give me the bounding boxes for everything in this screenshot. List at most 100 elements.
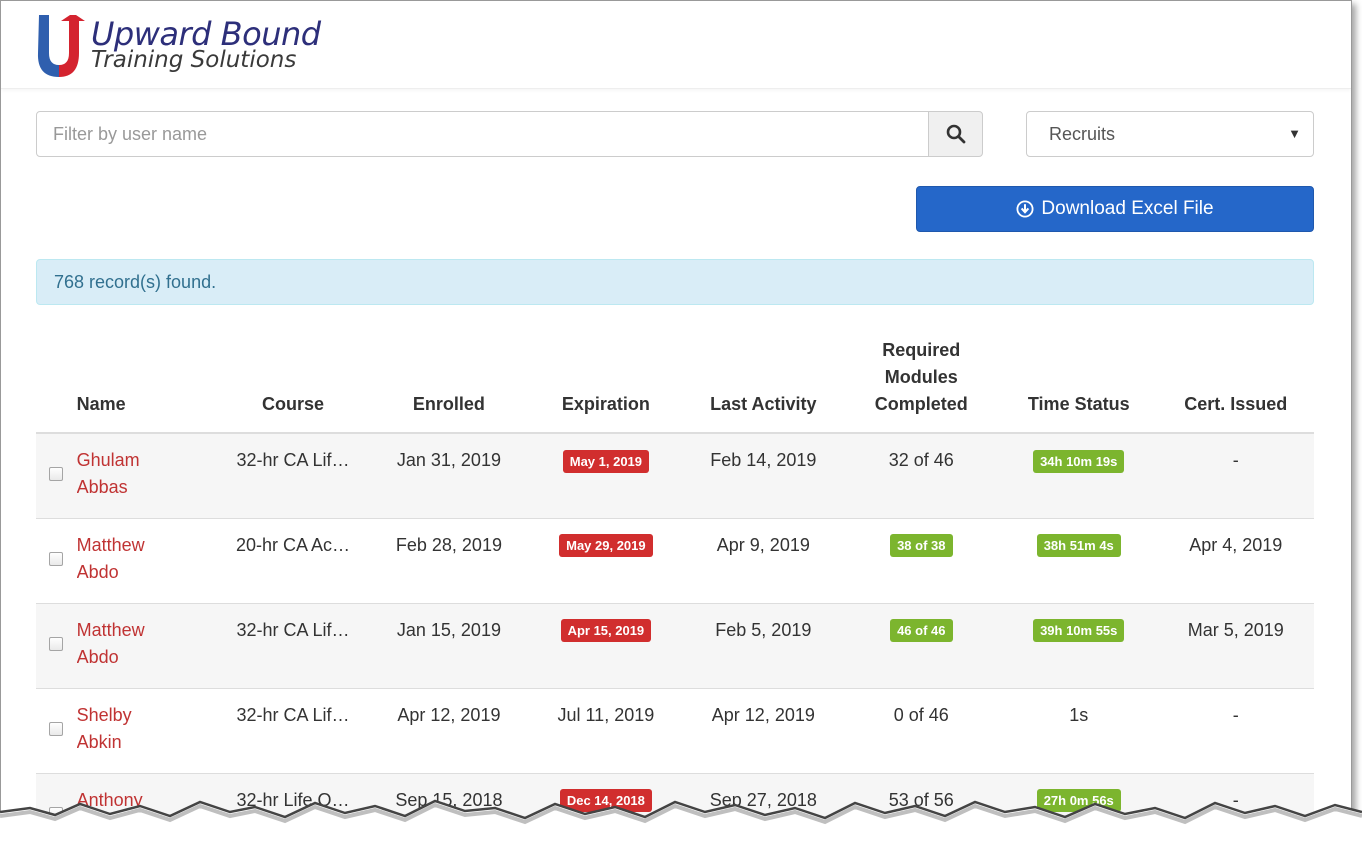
user-name-filter-input[interactable] bbox=[36, 111, 929, 157]
required-header-line2: Modules bbox=[884, 367, 958, 387]
cert-issued-cell: Apr 4, 2019 bbox=[1157, 517, 1314, 603]
table-row: Matthew Abdo 20-hr CA Ac… Feb 28, 2019 Ma… bbox=[36, 517, 1314, 603]
expiration-cell: Apr 15, 2019 bbox=[527, 602, 685, 688]
time-status-cell: 39h 10m 55s bbox=[1000, 602, 1158, 688]
required-header-line3: Completed bbox=[874, 394, 968, 414]
last-activity-cell: Feb 5, 2019 bbox=[684, 602, 843, 688]
last-activity-cell: Apr 12, 2019 bbox=[684, 687, 843, 773]
column-header-cert-issued[interactable]: Cert. Issued bbox=[1157, 337, 1314, 434]
brand-logo[interactable]: Upward Bound Training Solutions bbox=[35, 13, 325, 79]
expiration-badge: Dec 14, 2018 bbox=[559, 789, 652, 813]
modules-cell: 46 of 46 bbox=[842, 602, 1001, 688]
name-cell: Ghulam Abbas bbox=[76, 432, 216, 518]
cert-issued-cell: Mar 5, 2019 bbox=[1157, 602, 1314, 688]
column-header-time-status[interactable]: Time Status bbox=[1000, 337, 1158, 434]
row-checkbox[interactable] bbox=[49, 721, 64, 736]
modules-badge: 38 of 38 bbox=[890, 534, 953, 558]
user-name-link[interactable]: Matthew Abdo bbox=[77, 617, 187, 671]
enrolled-cell: Apr 12, 2019 bbox=[370, 687, 528, 773]
course-cell: 32-hr CA Lif… bbox=[215, 602, 371, 688]
column-header-enrolled[interactable]: Enrolled bbox=[370, 337, 528, 434]
first-name: Anthony bbox=[76, 789, 143, 810]
brand-tagline: Training Solutions bbox=[91, 47, 297, 73]
user-name-link[interactable]: Anthony bbox=[77, 787, 187, 814]
name-cell: Matthew Abdo bbox=[76, 517, 216, 603]
site-header: Upward Bound Training Solutions bbox=[1, 1, 1351, 89]
row-checkbox[interactable] bbox=[49, 467, 64, 481]
last-name: Abkin bbox=[76, 731, 122, 752]
filter-bar: Recruits ▼ bbox=[36, 111, 1314, 157]
table-row: Ghulam Abbas 32-hr CA Lif… Jan 31, 2019 M… bbox=[36, 432, 1314, 518]
expiration-cell: May 29, 2019 bbox=[527, 517, 685, 603]
chevron-down-icon: ▼ bbox=[1288, 126, 1301, 141]
time-status-badge: 39h 10m 55s bbox=[1033, 619, 1125, 643]
column-header-name[interactable]: Name bbox=[76, 337, 216, 434]
enrolled-cell: Jan 31, 2019 bbox=[370, 432, 528, 518]
name-cell: Shelby Abkin bbox=[76, 687, 216, 773]
column-header-required-modules[interactable]: Required Modules Completed bbox=[842, 337, 1001, 434]
expiration-cell: Jul 11, 2019 bbox=[527, 687, 685, 773]
time-status-cell: 1s bbox=[1000, 687, 1158, 773]
table-header-row: Name Course Enrolled Expiration Last Act… bbox=[36, 337, 1314, 434]
first-name: Matthew bbox=[76, 619, 145, 640]
course-cell: 20-hr CA Ac… bbox=[215, 517, 371, 603]
user-name-link[interactable]: Shelby Abkin bbox=[77, 702, 187, 756]
row-select-cell bbox=[36, 432, 77, 518]
name-cell: Matthew Abdo bbox=[76, 602, 216, 688]
cert-issued-cell: - bbox=[1157, 432, 1314, 518]
select-column-header bbox=[36, 337, 77, 434]
search-button[interactable] bbox=[928, 111, 983, 157]
row-select-cell bbox=[36, 687, 77, 773]
row-checkbox[interactable] bbox=[49, 636, 64, 651]
time-status-badge: 38h 51m 4s bbox=[1036, 534, 1121, 558]
download-excel-button[interactable]: Download Excel File bbox=[916, 186, 1314, 232]
time-status-badge: 34h 10m 19s bbox=[1033, 449, 1125, 473]
modules-cell: 38 of 38 bbox=[842, 517, 1001, 603]
last-activity-cell: Apr 9, 2019 bbox=[684, 517, 843, 603]
records-found-alert: 768 record(s) found. bbox=[36, 259, 1314, 305]
column-header-course[interactable]: Course bbox=[215, 337, 371, 434]
user-name-link[interactable]: Matthew Abdo bbox=[77, 532, 187, 586]
time-status-cell: 34h 10m 19s bbox=[1000, 432, 1158, 518]
course-cell: 32-hr CA Lif… bbox=[215, 432, 371, 518]
expiration-badge: May 29, 2019 bbox=[559, 534, 653, 558]
enrolled-cell: Jan 15, 2019 bbox=[370, 602, 528, 688]
user-name-link[interactable]: Ghulam Abbas bbox=[77, 447, 187, 501]
row-select-cell bbox=[36, 517, 77, 603]
search-icon bbox=[946, 124, 965, 144]
group-select-value: Recruits bbox=[1049, 123, 1116, 144]
cert-issued-cell: - bbox=[1157, 687, 1314, 773]
expiration-cell: May 1, 2019 bbox=[527, 432, 685, 518]
required-header-line1: Required bbox=[882, 340, 961, 360]
enrolled-cell: Feb 28, 2019 bbox=[370, 517, 528, 603]
last-name: Abdo bbox=[76, 646, 119, 667]
group-select[interactable]: Recruits ▼ bbox=[1026, 111, 1314, 157]
first-name: Ghulam bbox=[76, 450, 140, 470]
modules-cell: 0 of 46 bbox=[842, 687, 1001, 773]
row-checkbox[interactable] bbox=[49, 551, 64, 566]
upward-bound-logo-icon bbox=[37, 15, 85, 77]
last-name: Abbas bbox=[76, 477, 128, 497]
torn-edge-effect bbox=[0, 799, 1362, 844]
download-circle-icon bbox=[1016, 200, 1034, 218]
table-row: Shelby Abkin 32-hr CA Lif… Apr 12, 2019 J… bbox=[36, 687, 1314, 773]
modules-badge: 46 of 46 bbox=[890, 619, 953, 643]
column-header-last-activity[interactable]: Last Activity bbox=[684, 337, 843, 434]
row-select-cell bbox=[36, 602, 77, 688]
table-row: Matthew Abdo 32-hr CA Lif… Jan 15, 2019 A… bbox=[36, 602, 1314, 688]
users-table: Name Course Enrolled Expiration Last Act… bbox=[36, 337, 1314, 844]
modules-cell: 32 of 46 bbox=[842, 432, 1001, 518]
download-excel-label: Download Excel File bbox=[1041, 198, 1214, 219]
brand-name: Upward Bound bbox=[91, 15, 321, 53]
course-cell: 32-hr CA Lif… bbox=[215, 687, 371, 773]
last-activity-cell: Feb 14, 2019 bbox=[684, 432, 843, 518]
column-header-expiration[interactable]: Expiration bbox=[527, 337, 685, 434]
first-name: Matthew bbox=[76, 534, 145, 555]
first-name: Shelby bbox=[76, 704, 132, 725]
last-name: Abdo bbox=[76, 561, 119, 582]
expiration-badge: Apr 15, 2019 bbox=[560, 619, 652, 643]
records-found-text: 768 record(s) found. bbox=[54, 271, 217, 292]
expiration-badge: May 1, 2019 bbox=[562, 449, 650, 473]
time-status-cell: 38h 51m 4s bbox=[1000, 517, 1158, 603]
